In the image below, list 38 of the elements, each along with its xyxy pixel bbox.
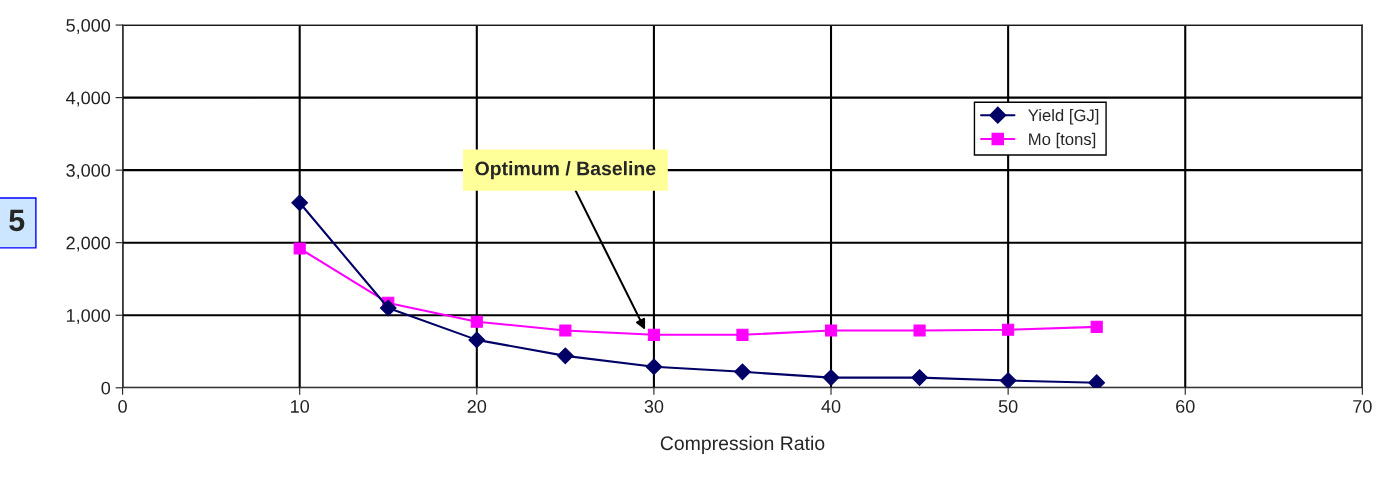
x-axis-title: Compression Ratio — [660, 435, 825, 454]
point — [999, 372, 1017, 388]
x-tick-label: 20 — [467, 400, 487, 413]
point — [1090, 320, 1103, 333]
y-tick-label: 0 — [101, 381, 111, 395]
point — [1002, 323, 1015, 336]
point — [470, 315, 483, 328]
legend-label: Mo [tons] — [1029, 132, 1096, 149]
y-tick-label: 4,000 — [66, 91, 111, 107]
point — [379, 299, 397, 317]
legend-label: Yield [GJ] — [1028, 108, 1099, 125]
point — [1088, 374, 1106, 388]
y-tick-label: 3,000 — [66, 164, 111, 179]
y-tick-label: 2,000 — [66, 236, 111, 252]
point — [647, 328, 660, 341]
point — [822, 369, 840, 386]
point — [291, 194, 309, 212]
point — [645, 358, 663, 376]
x-tick-label: 50 — [998, 400, 1018, 413]
point — [824, 324, 838, 337]
annotation: Optimum / Baseline — [475, 161, 656, 180]
point — [911, 369, 928, 386]
x-tick-label: 0 — [118, 400, 127, 413]
y-tick-label: 1,000 — [66, 309, 111, 325]
x-tick-label: 70 — [1353, 400, 1372, 413]
x-tick-label: 40 — [821, 400, 841, 413]
point — [468, 331, 486, 349]
point — [556, 347, 574, 365]
point — [734, 363, 751, 381]
x-tick-label: 60 — [1176, 400, 1195, 413]
x-tick-label: 10 — [291, 400, 310, 413]
point — [913, 324, 926, 337]
x-tick-label: 30 — [644, 400, 664, 413]
point — [293, 242, 306, 255]
y-tick-label: 5,000 — [66, 18, 111, 34]
text: 5 — [9, 209, 25, 232]
point — [559, 324, 572, 337]
point — [736, 328, 749, 341]
